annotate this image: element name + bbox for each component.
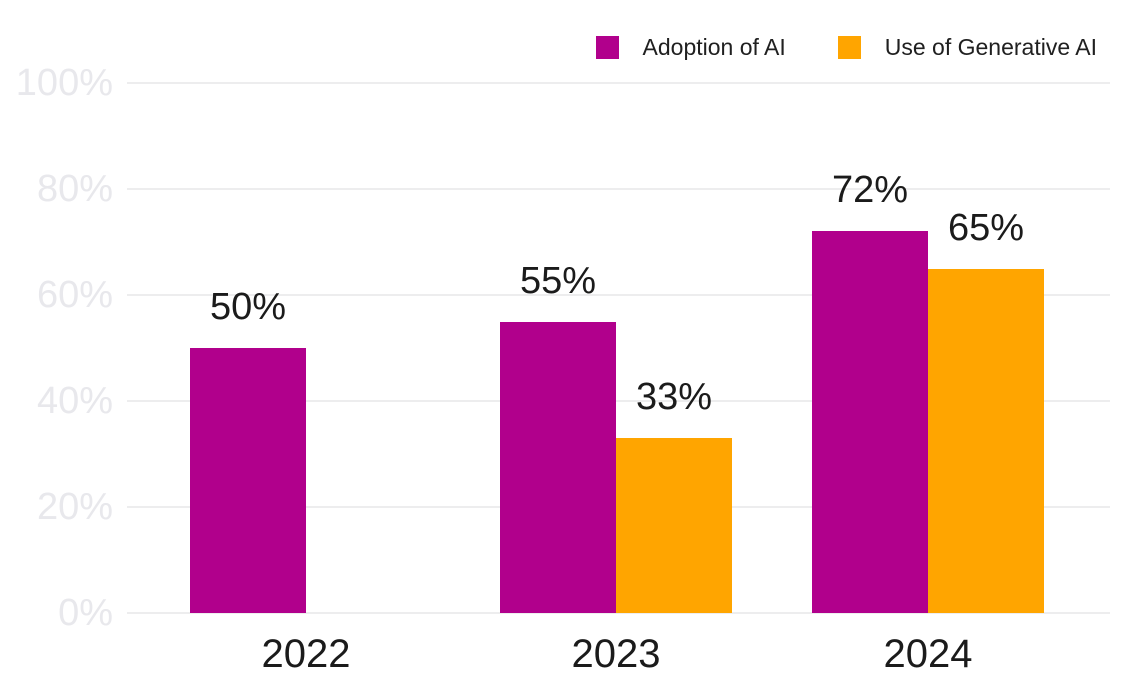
- gridline-100%: [127, 82, 1110, 84]
- bar-2023-genai: [616, 438, 732, 613]
- legend-swatch-icon: [837, 36, 861, 59]
- gridline-40%: [127, 400, 1110, 402]
- bar-2024-genai: [928, 268, 1044, 613]
- bar-value-label: 50%: [209, 286, 287, 328]
- legend-item-use-of-generative-ai: Use of Generative AI: [837, 34, 1097, 60]
- bar-2022-adoption: [190, 348, 306, 613]
- y-axis-tick-label: 40%: [36, 380, 113, 422]
- bar-value-label: 65%: [947, 206, 1025, 249]
- legend-swatch-icon: [595, 36, 619, 59]
- x-axis-label-2022: 2022: [261, 632, 351, 676]
- y-axis-tick-label: 100%: [15, 62, 113, 104]
- x-axis-label-2023: 2023: [571, 632, 661, 676]
- bar-value-label: 72%: [831, 169, 909, 212]
- legend-label: Adoption of AI: [642, 34, 786, 60]
- gridline-0%: [127, 612, 1110, 614]
- chart-legend: Adoption of AI Use of Generative AI: [595, 34, 1097, 60]
- y-axis-tick-label: 20%: [36, 486, 113, 528]
- y-axis-tick-label: 0%: [58, 592, 113, 634]
- y-axis-tick-label: 60%: [36, 274, 113, 316]
- y-axis-tick-label: 80%: [36, 168, 113, 210]
- gridline-60%: [127, 294, 1110, 296]
- legend-item-adoption-of-ai: Adoption of AI: [595, 34, 786, 60]
- x-axis-label-2024: 2024: [883, 632, 973, 676]
- bar-2023-adoption: [500, 321, 616, 613]
- legend-label: Use of Generative AI: [884, 34, 1097, 60]
- gridline-80%: [127, 188, 1110, 190]
- bar-value-label: 33%: [635, 376, 713, 419]
- bar-2024-adoption: [812, 231, 928, 613]
- bar-value-label: 55%: [519, 259, 597, 302]
